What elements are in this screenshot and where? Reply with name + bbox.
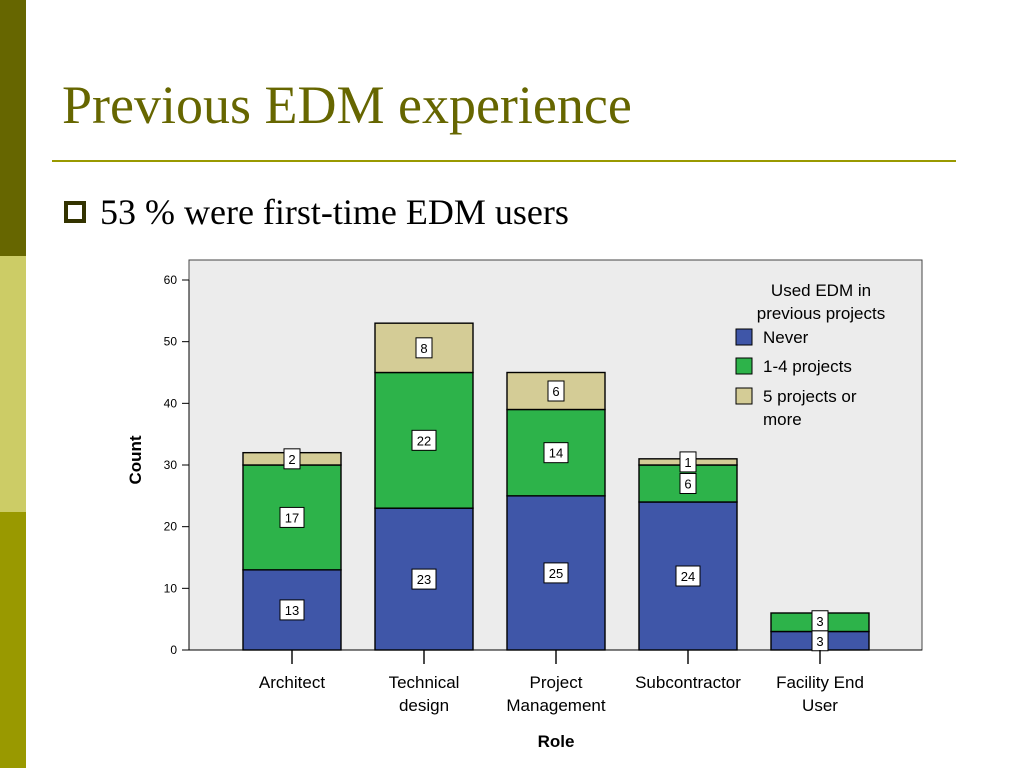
- legend-title: Used EDM in previous projects: [757, 281, 886, 323]
- data-label-box: [811, 610, 829, 632]
- y-tick-label: 60: [164, 273, 178, 287]
- slide-title: Previous EDM experience: [62, 75, 632, 135]
- data-label-box: [543, 442, 569, 464]
- data-label: 25: [543, 562, 569, 584]
- y-tick-label: 20: [164, 520, 178, 534]
- data-label: 2: [283, 448, 301, 470]
- data-label: 13: [279, 599, 305, 621]
- data-label-text: 24: [681, 569, 695, 584]
- data-label-text: 25: [549, 566, 563, 581]
- sidebar-stripe-top: [0, 0, 26, 256]
- sidebar-stripe-bottom: [0, 512, 26, 768]
- data-label-box: [415, 337, 433, 359]
- bullet-item: 53 % were first-time EDM users: [64, 192, 569, 232]
- x-tick-label: Subcontractor: [635, 673, 741, 692]
- data-label-text: 1: [684, 455, 691, 470]
- x-axis-label: Role: [538, 732, 575, 751]
- data-label-text: 23: [417, 572, 431, 587]
- y-axis-label: Count: [126, 435, 145, 484]
- data-label-text: 17: [285, 510, 299, 525]
- y-tick-label: 40: [164, 396, 178, 410]
- data-label-text: 6: [684, 477, 691, 492]
- data-label: 1: [679, 451, 697, 473]
- legend-swatch: [735, 328, 753, 346]
- data-label: 24: [675, 565, 701, 587]
- data-label-box: [679, 473, 697, 494]
- data-label-text: 3: [816, 614, 823, 629]
- x-axis-ticks: Architect Technical design Project Managemen…: [259, 650, 864, 715]
- data-label-text: 2: [288, 452, 295, 467]
- legend-item: 5 projects or more: [735, 387, 857, 429]
- title-divider: [52, 160, 956, 162]
- data-label: 6: [679, 473, 697, 494]
- y-tick-label: 10: [164, 581, 178, 595]
- data-label: 8: [415, 337, 433, 359]
- data-label-box: [279, 506, 305, 528]
- legend-label: 5 projects or more: [763, 387, 857, 429]
- data-label: 14: [543, 442, 569, 464]
- data-label: 22: [411, 429, 437, 451]
- data-label-box: [547, 380, 565, 402]
- y-axis-ticks: 0 10 20 30 40 50 60: [164, 273, 189, 657]
- data-label-box: [675, 565, 701, 587]
- data-label-text: 6: [552, 384, 559, 399]
- data-label-box: [279, 599, 305, 621]
- data-label: 17: [279, 506, 305, 528]
- legend-swatch: [735, 387, 753, 405]
- bar-segment-one-to-four: [506, 408, 606, 497]
- legend-item: 1-4 projects: [735, 357, 852, 376]
- data-label-box: [679, 451, 697, 473]
- data-label-text: 22: [417, 433, 431, 448]
- data-label-text: 14: [549, 446, 563, 461]
- data-label-text: 13: [285, 603, 299, 618]
- y-tick-label: 50: [164, 335, 178, 349]
- data-label-box: [283, 448, 301, 470]
- x-tick-label: Technical design: [389, 673, 460, 715]
- x-tick-label: Facility End User: [776, 673, 864, 715]
- legend: Used EDM in previous projects Never 1-4 pro…: [735, 281, 886, 429]
- x-tick-label: Architect: [259, 673, 325, 692]
- data-label-box: [411, 568, 437, 590]
- bullet-text: 53 % were first-time EDM users: [100, 192, 569, 232]
- data-label: 3: [811, 610, 829, 632]
- sidebar-stripe-middle: [0, 256, 26, 512]
- data-label-text: 8: [420, 341, 427, 356]
- square-bullet-icon: [64, 201, 86, 223]
- data-label: 3: [811, 630, 829, 652]
- data-label: 6: [547, 380, 565, 402]
- legend-swatch: [735, 357, 753, 375]
- legend-item: Never: [735, 328, 809, 347]
- data-label-text: 3: [816, 634, 823, 649]
- data-label: 23: [411, 568, 437, 590]
- data-label-box: [411, 429, 437, 451]
- y-tick-label: 30: [164, 458, 178, 472]
- legend-label: 1-4 projects: [763, 357, 852, 376]
- y-tick-label: 0: [170, 643, 177, 657]
- legend-label: Never: [763, 328, 809, 347]
- x-tick-label: Project Management: [506, 673, 606, 715]
- data-label-box: [543, 562, 569, 584]
